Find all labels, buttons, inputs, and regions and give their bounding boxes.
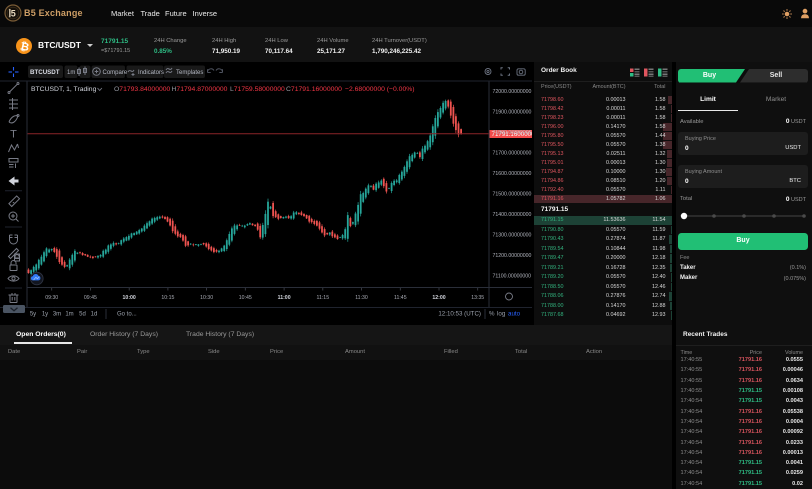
svg-text:09:30: 09:30 <box>45 295 58 301</box>
svg-text:71800.00000000: 71800.00000000 <box>493 130 532 136</box>
svg-text:72000.00000000: 72000.00000000 <box>493 89 532 95</box>
svg-text:71791.16000000: 71791.16000000 <box>492 131 533 138</box>
svg-text:09:45: 09:45 <box>84 295 97 301</box>
svg-text:10:30: 10:30 <box>200 295 213 301</box>
svg-text:12:00: 12:00 <box>432 295 445 301</box>
svg-text:10:00: 10:00 <box>123 295 136 301</box>
svg-text:%: % <box>489 311 495 318</box>
svg-text:O71793.84000000: O71793.84000000 <box>114 86 171 93</box>
svg-text:11:45: 11:45 <box>394 295 407 301</box>
svg-text:12:10:53 (UTC): 12:10:53 (UTC) <box>438 311 481 318</box>
svg-text:10:15: 10:15 <box>161 295 174 301</box>
svg-text:1m: 1m <box>65 312 73 318</box>
svg-text:−2.68000000 (−0.00%): −2.68000000 (−0.00%) <box>345 86 415 93</box>
svg-text:H71794.87000000: H71794.87000000 <box>172 86 228 93</box>
svg-text:11:00: 11:00 <box>278 295 291 301</box>
svg-text:₿: ₿ <box>19 40 30 54</box>
svg-text:1d: 1d <box>91 312 98 318</box>
svg-text:71500.00000000: 71500.00000000 <box>493 192 532 198</box>
svg-text:Templates: Templates <box>176 70 203 76</box>
svg-text:71200.00000000: 71200.00000000 <box>493 253 532 259</box>
svg-text:log: log <box>497 311 506 318</box>
svg-text:Go to...: Go to... <box>117 312 137 318</box>
svg-text:auto: auto <box>508 311 521 318</box>
svg-text:3m: 3m <box>53 312 61 318</box>
svg-text:L71759.58000000: L71759.58000000 <box>230 86 285 93</box>
svg-text:10:45: 10:45 <box>239 295 252 301</box>
svg-text:71600.00000000: 71600.00000000 <box>493 171 532 177</box>
svg-text:1y: 1y <box>42 312 48 318</box>
svg-text:71700.00000000: 71700.00000000 <box>493 151 532 157</box>
svg-text:11:30: 11:30 <box>355 295 368 301</box>
svg-text:11:15: 11:15 <box>316 295 329 301</box>
svg-text:1m: 1m <box>67 70 75 76</box>
svg-text:Indicators: Indicators <box>138 70 164 76</box>
svg-text:71100.00000000: 71100.00000000 <box>493 274 532 280</box>
svg-text:71300.00000000: 71300.00000000 <box>493 233 532 239</box>
svg-text:BTCUSDT, 1, Trading: BTCUSDT, 1, Trading <box>31 86 97 93</box>
svg-text:5d: 5d <box>79 312 86 318</box>
svg-text:BTCUSDT: BTCUSDT <box>30 69 60 76</box>
svg-text:C71791.16000000: C71791.16000000 <box>286 86 342 93</box>
svg-text:T: T <box>10 129 17 141</box>
svg-text:Compare: Compare <box>103 70 128 76</box>
svg-text:13:35: 13:35 <box>471 295 484 301</box>
svg-text:71400.00000000: 71400.00000000 <box>493 212 532 218</box>
svg-text:5: 5 <box>11 9 16 19</box>
svg-text:5y: 5y <box>30 312 36 318</box>
svg-text:71900.00000000: 71900.00000000 <box>493 110 532 116</box>
